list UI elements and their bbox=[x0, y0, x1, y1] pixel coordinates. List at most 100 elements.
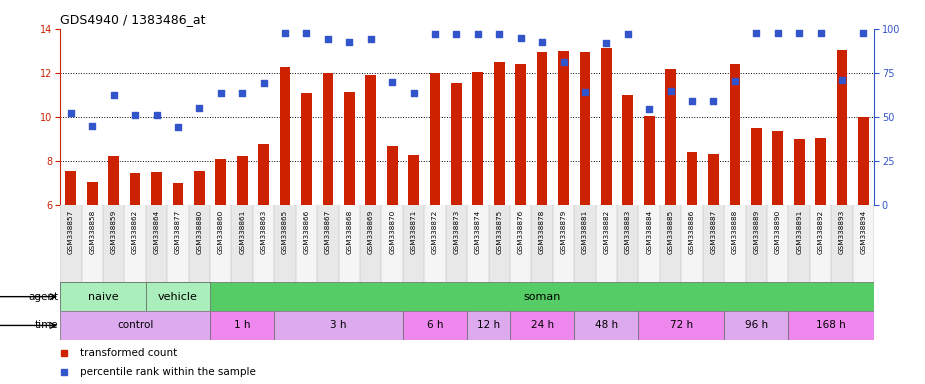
Point bbox=[149, 112, 164, 118]
Bar bbox=[473, 72, 483, 205]
Text: 24 h: 24 h bbox=[531, 320, 554, 331]
Bar bbox=[365, 75, 376, 205]
Bar bbox=[724, 205, 746, 282]
Bar bbox=[788, 311, 874, 340]
Text: GSM338873: GSM338873 bbox=[453, 209, 460, 253]
Text: time: time bbox=[34, 320, 58, 331]
Text: 6 h: 6 h bbox=[426, 320, 443, 331]
Point bbox=[834, 76, 849, 83]
Bar bbox=[344, 92, 354, 205]
Text: GSM338875: GSM338875 bbox=[496, 209, 502, 253]
Bar bbox=[103, 205, 124, 282]
Text: GSM338892: GSM338892 bbox=[818, 209, 823, 253]
Point bbox=[727, 78, 742, 84]
Bar bbox=[216, 159, 226, 205]
Bar bbox=[644, 116, 655, 205]
Point bbox=[64, 109, 79, 116]
Bar bbox=[703, 205, 724, 282]
Point bbox=[663, 88, 678, 94]
Text: GSM338862: GSM338862 bbox=[132, 209, 138, 253]
Bar bbox=[665, 68, 676, 205]
Text: GSM338867: GSM338867 bbox=[325, 209, 331, 253]
Point bbox=[256, 80, 271, 86]
Bar bbox=[66, 171, 76, 205]
Bar bbox=[767, 205, 788, 282]
Bar bbox=[574, 311, 638, 340]
Bar bbox=[210, 311, 275, 340]
Text: 48 h: 48 h bbox=[595, 320, 618, 331]
Text: GSM338858: GSM338858 bbox=[89, 209, 95, 253]
Bar bbox=[258, 144, 269, 205]
Bar bbox=[772, 131, 783, 205]
Bar bbox=[403, 205, 425, 282]
Bar bbox=[730, 64, 740, 205]
Text: transformed count: transformed count bbox=[80, 348, 178, 358]
Point bbox=[471, 31, 486, 37]
Text: GSM338886: GSM338886 bbox=[689, 209, 695, 253]
Text: 12 h: 12 h bbox=[477, 320, 500, 331]
Bar bbox=[408, 155, 419, 205]
Bar bbox=[124, 205, 146, 282]
Bar bbox=[724, 311, 788, 340]
Bar bbox=[510, 205, 531, 282]
Bar bbox=[108, 156, 119, 205]
Text: GSM338871: GSM338871 bbox=[411, 209, 416, 253]
Bar bbox=[531, 205, 553, 282]
Point bbox=[299, 30, 314, 36]
Point bbox=[577, 89, 592, 95]
Text: GSM338860: GSM338860 bbox=[217, 209, 224, 253]
Bar bbox=[296, 205, 317, 282]
Bar bbox=[638, 311, 724, 340]
Bar bbox=[510, 311, 574, 340]
Text: agent: agent bbox=[28, 291, 58, 302]
Bar bbox=[746, 205, 767, 282]
Point bbox=[535, 39, 549, 45]
Bar bbox=[237, 156, 248, 205]
Bar bbox=[836, 50, 847, 205]
Point bbox=[642, 106, 657, 113]
Text: GSM338889: GSM338889 bbox=[753, 209, 759, 253]
Bar bbox=[638, 205, 660, 282]
Text: GSM338894: GSM338894 bbox=[860, 209, 867, 253]
Bar bbox=[189, 205, 210, 282]
Text: GSM338877: GSM338877 bbox=[175, 209, 181, 253]
Bar bbox=[60, 282, 146, 311]
Text: GSM338859: GSM338859 bbox=[111, 209, 117, 253]
Point bbox=[128, 112, 142, 118]
Text: GSM338866: GSM338866 bbox=[303, 209, 310, 253]
Point bbox=[342, 39, 357, 45]
Text: GSM338874: GSM338874 bbox=[475, 209, 481, 253]
Bar bbox=[403, 311, 467, 340]
Point bbox=[706, 98, 721, 104]
Bar bbox=[709, 154, 719, 205]
Text: naive: naive bbox=[88, 291, 118, 302]
Point bbox=[449, 31, 463, 37]
Bar bbox=[146, 205, 167, 282]
Bar bbox=[751, 128, 761, 205]
Text: GSM338887: GSM338887 bbox=[710, 209, 717, 253]
Text: percentile rank within the sample: percentile rank within the sample bbox=[80, 367, 256, 377]
Bar bbox=[253, 205, 275, 282]
Bar bbox=[574, 205, 596, 282]
Bar bbox=[858, 117, 869, 205]
Bar bbox=[194, 171, 204, 205]
Bar bbox=[323, 73, 333, 205]
Text: GSM338883: GSM338883 bbox=[624, 209, 631, 253]
Point bbox=[106, 92, 121, 98]
Bar bbox=[429, 73, 440, 205]
Text: control: control bbox=[117, 320, 154, 331]
Bar bbox=[623, 95, 633, 205]
Point bbox=[214, 90, 228, 96]
Point bbox=[556, 59, 571, 65]
Point bbox=[621, 31, 635, 37]
Bar bbox=[360, 205, 381, 282]
Point bbox=[427, 31, 442, 37]
Point bbox=[792, 30, 807, 36]
Point bbox=[192, 105, 207, 111]
Text: GSM338881: GSM338881 bbox=[582, 209, 588, 253]
Bar bbox=[60, 311, 210, 340]
Text: GSM338893: GSM338893 bbox=[839, 209, 845, 253]
Bar bbox=[682, 205, 703, 282]
Text: GSM338865: GSM338865 bbox=[282, 209, 288, 253]
Bar bbox=[387, 146, 398, 205]
